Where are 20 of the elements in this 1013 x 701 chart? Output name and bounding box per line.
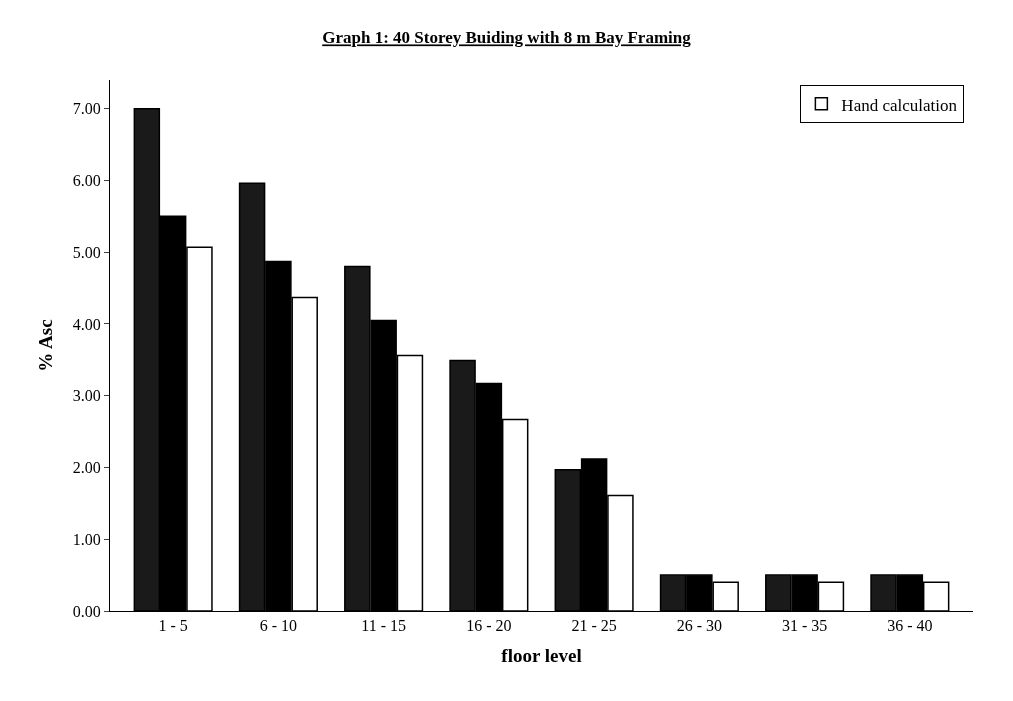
x-tick-label: 16 - 20 (466, 617, 512, 635)
chart-title: Graph 1: 40 Storey Buiding with 8 m Bay Framing (322, 28, 692, 48)
y-tick-label: 4.00 (72, 315, 101, 333)
x-tick-label: 11 - 15 (361, 617, 406, 635)
x-tick-label: 6 - 10 (259, 617, 298, 635)
y-tick-label: 0.00 (72, 602, 101, 620)
x-tick-label: 26 - 30 (676, 617, 723, 635)
y-tick-label: 6.00 (72, 172, 101, 190)
x-tick-label: 36 - 40 (887, 617, 933, 635)
y-axis-title: % Asc (34, 319, 56, 372)
y-tick-label: 1.00 (72, 530, 101, 548)
x-axis-title: floor level (501, 645, 582, 666)
x-tick-label: 31 - 35 (781, 617, 828, 635)
y-tick-label: 2.00 (72, 459, 101, 477)
x-tick-label: 1 - 5 (158, 617, 188, 635)
x-tick-label: 21 - 25 (571, 617, 617, 635)
y-tick-label: 5.00 (72, 243, 101, 261)
y-tick-label: 7.00 (72, 100, 101, 118)
legend-label: Hand calculation (841, 95, 958, 115)
y-tick-label: 3.00 (72, 387, 101, 405)
